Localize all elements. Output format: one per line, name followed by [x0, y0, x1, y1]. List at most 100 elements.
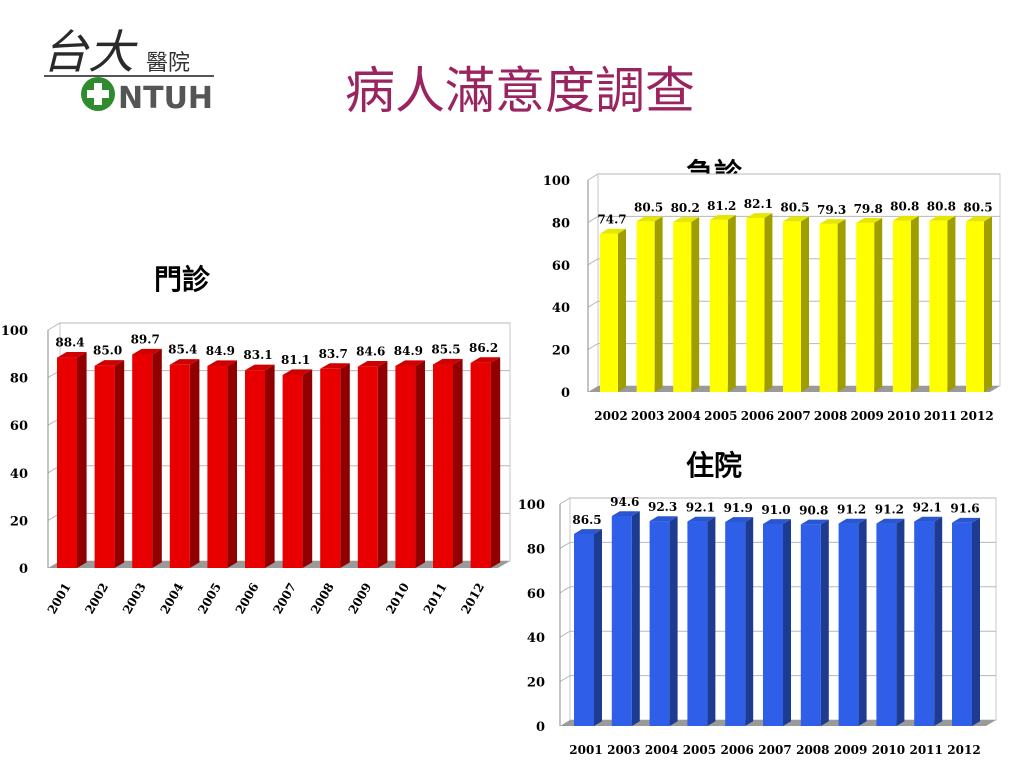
emergency-x-tick-label: 2012: [960, 409, 993, 423]
outpatient-bar-side: [189, 359, 200, 568]
outpatient-bar-top: [169, 359, 200, 365]
inpatient-bar-2003: [611, 511, 640, 726]
outpatient-bar-top: [433, 358, 463, 365]
emergency-bar-2003: [636, 216, 663, 392]
inpatient-x-tick-label: 2001: [569, 743, 602, 757]
outpatient-bar-front: [470, 362, 491, 568]
emergency-bar-side: [618, 228, 626, 392]
emergency-bar-front: [892, 220, 911, 392]
ntuh-logo: 台大 醫院 NTUH: [42, 25, 214, 116]
outpatient-bar-2003: [132, 348, 162, 568]
emergency-x-tick-label: 2007: [777, 409, 810, 423]
outpatient-plot-floor: [48, 561, 510, 568]
inpatient-bar-2009: [838, 518, 867, 726]
outpatient-bar-side: [415, 360, 425, 568]
emergency-bar-top: [600, 228, 626, 234]
inpatient-bar-top: [725, 517, 754, 522]
emergency-bar-front: [819, 223, 838, 392]
outpatient-bar-front: [207, 365, 228, 568]
outpatient-value-label: 85.4: [168, 343, 197, 357]
emergency-value-label: 80.5: [634, 200, 663, 214]
inpatient-bar-2001: [574, 529, 602, 726]
emergency-bar-side: [947, 215, 956, 392]
inpatient-bar-front: [725, 521, 746, 726]
outpatient-y-tick-label: 20: [10, 514, 28, 529]
emergency-value-label: 80.5: [963, 200, 992, 214]
emergency-bar-side: [654, 216, 663, 392]
outpatient-bar-2011: [433, 358, 463, 568]
outpatient-bar-top: [470, 357, 501, 363]
outpatient-value-label: 81.1: [281, 353, 310, 367]
outpatient-bar-side: [77, 352, 87, 568]
emergency-bar-front: [709, 219, 728, 392]
emergency-bar-2009: [856, 218, 883, 392]
inpatient-x-tick-label: 2005: [683, 743, 716, 757]
emergency-bar-side: [984, 216, 992, 392]
inpatient-bar-top: [574, 529, 602, 534]
emergency-bar-front: [600, 233, 618, 392]
emergency-value-label: 74.7: [597, 213, 626, 227]
emergency-bar-front: [746, 217, 765, 392]
outpatient-bar-front: [169, 364, 190, 568]
inpatient-bar-front: [687, 521, 708, 726]
emergency-bar-front: [673, 221, 692, 392]
inpatient-bar-front: [611, 515, 632, 726]
emergency-bar-side: [691, 217, 700, 392]
inpatient-x-tick-label: 2007: [758, 743, 791, 757]
outpatient-bar-front: [282, 374, 303, 568]
inpatient-value-label: 92.3: [648, 500, 677, 514]
inpatient-y-tick-label: 40: [527, 631, 545, 646]
inpatient-value-label: 91.6: [950, 502, 979, 516]
inpatient-bar-2010: [876, 518, 905, 726]
outpatient-bar-top: [357, 361, 388, 367]
emergency-gridline: [587, 173, 1000, 181]
inpatient-value-label: 91.2: [837, 503, 866, 517]
inpatient-bar-side: [745, 517, 754, 726]
inpatient-x-tick-label: 2011: [909, 743, 942, 757]
outpatient-bar-top: [320, 363, 350, 369]
emergency-bar-front: [966, 221, 984, 392]
emergency-value-label: 80.8: [890, 200, 919, 214]
inpatient-bar-front: [876, 523, 897, 726]
inpatient-bar-front: [914, 521, 935, 726]
inpatient-bar-side: [820, 519, 829, 726]
outpatient-value-label: 83.7: [319, 347, 348, 361]
inpatient-bar-top: [876, 518, 905, 524]
outpatient-chart-title: 門診: [154, 263, 211, 296]
emergency-bar-top: [783, 216, 809, 222]
emergency-y-tick-label: 60: [552, 259, 570, 274]
emergency-value-label: 82.1: [744, 197, 773, 211]
emergency-x-tick-label: 2006: [741, 409, 774, 423]
emergency-x-tick-label: 2005: [704, 409, 737, 423]
emergency-value-label: 80.2: [671, 201, 700, 215]
outpatient-bar-2009: [357, 361, 388, 568]
inpatient-value-label: 86.5: [572, 513, 601, 527]
outpatient-value-label: 88.4: [55, 336, 84, 350]
emergency-bar-side: [727, 215, 736, 392]
outpatient-bar-top: [245, 364, 275, 371]
emergency-bar-side: [910, 215, 919, 392]
inpatient-y-tick-label: 0: [536, 720, 545, 735]
emergency-x-tick-label: 2004: [667, 409, 700, 423]
inpatient-value-label: 92.1: [686, 501, 715, 515]
emergency-x-tick-label: 2009: [850, 409, 883, 423]
outpatient-value-label: 85.5: [431, 343, 460, 357]
emergency-bar-side: [801, 216, 809, 392]
inpatient-value-label: 91.0: [761, 503, 790, 517]
inpatient-bar-top: [914, 516, 943, 522]
emergency-bar-top: [746, 213, 773, 218]
emergency-bar-top: [819, 219, 846, 224]
outpatient-value-label: 85.0: [93, 344, 122, 358]
outpatient-value-label: 83.1: [243, 348, 272, 362]
emergency-y-tick-label: 80: [552, 216, 570, 231]
inpatient-x-tick-label: 2004: [645, 743, 678, 757]
inpatient-bar-side: [631, 511, 640, 726]
outpatient-bar-top: [282, 369, 313, 375]
inpatient-x-tick-label: 2003: [607, 743, 640, 757]
inpatient-bar-side: [896, 518, 905, 726]
outpatient-bar-side: [227, 360, 237, 568]
inpatient-bar-side: [594, 529, 602, 726]
inpatient-bar-top: [611, 511, 640, 516]
inpatient-bar-2008: [800, 519, 829, 726]
